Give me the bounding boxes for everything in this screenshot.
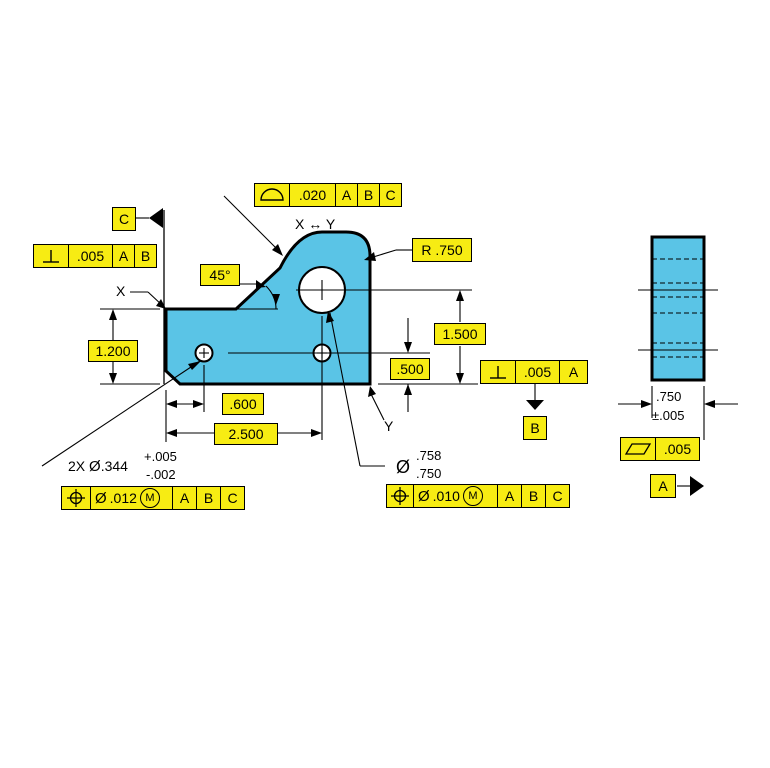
mmc-modifier-icon: M bbox=[462, 486, 483, 506]
datum-x-label: X bbox=[116, 283, 126, 299]
flatness-icon bbox=[620, 437, 656, 461]
between-note: X ↔ Y bbox=[295, 216, 336, 232]
dim-hole-x1: .600 bbox=[222, 393, 264, 415]
radius-dim: R .750 bbox=[412, 238, 472, 262]
fcf-position-left: Ø .012 M A B C bbox=[61, 486, 245, 510]
datum-y-label: Y bbox=[384, 418, 394, 434]
fcf-flatness: .005 bbox=[620, 437, 700, 461]
hole-callout: 2X Ø.344 bbox=[68, 458, 128, 475]
dim-thickness-tol: ±.005 bbox=[652, 408, 685, 423]
datum-a: A bbox=[650, 474, 676, 498]
position-icon bbox=[386, 484, 414, 508]
position-icon bbox=[61, 486, 91, 510]
dim-height-right: 1.500 bbox=[434, 323, 486, 345]
angle-dim: 45° bbox=[200, 264, 240, 286]
bore-lower: .750 bbox=[416, 466, 442, 481]
hole-tol-plus: +.005 bbox=[144, 449, 177, 464]
profile-surface-icon bbox=[254, 183, 290, 207]
fcf-profile: .020 A B C bbox=[254, 183, 402, 207]
dim-thickness: .750 bbox=[656, 389, 682, 404]
hole-tol-minus: -.002 bbox=[146, 467, 176, 482]
mmc-modifier-icon: M bbox=[139, 488, 160, 508]
datum-b: B bbox=[523, 416, 547, 440]
dim-height-left: 1.200 bbox=[88, 340, 138, 362]
part-side-view bbox=[650, 235, 706, 382]
fcf-position-right: Ø .010 M A B C bbox=[386, 484, 570, 508]
bore-upper: .758 bbox=[416, 448, 442, 463]
fcf-perp-top: .005 A B bbox=[33, 244, 157, 268]
datum-c: C bbox=[112, 207, 136, 231]
dim-offset: .500 bbox=[390, 358, 430, 380]
fcf-perp-right: .005 A bbox=[480, 360, 588, 384]
perpendicularity-icon bbox=[480, 360, 516, 384]
bore-diameter-symbol: Ø bbox=[396, 457, 411, 477]
dim-hole-x2: 2.500 bbox=[214, 423, 278, 445]
perpendicularity-icon bbox=[33, 244, 69, 268]
